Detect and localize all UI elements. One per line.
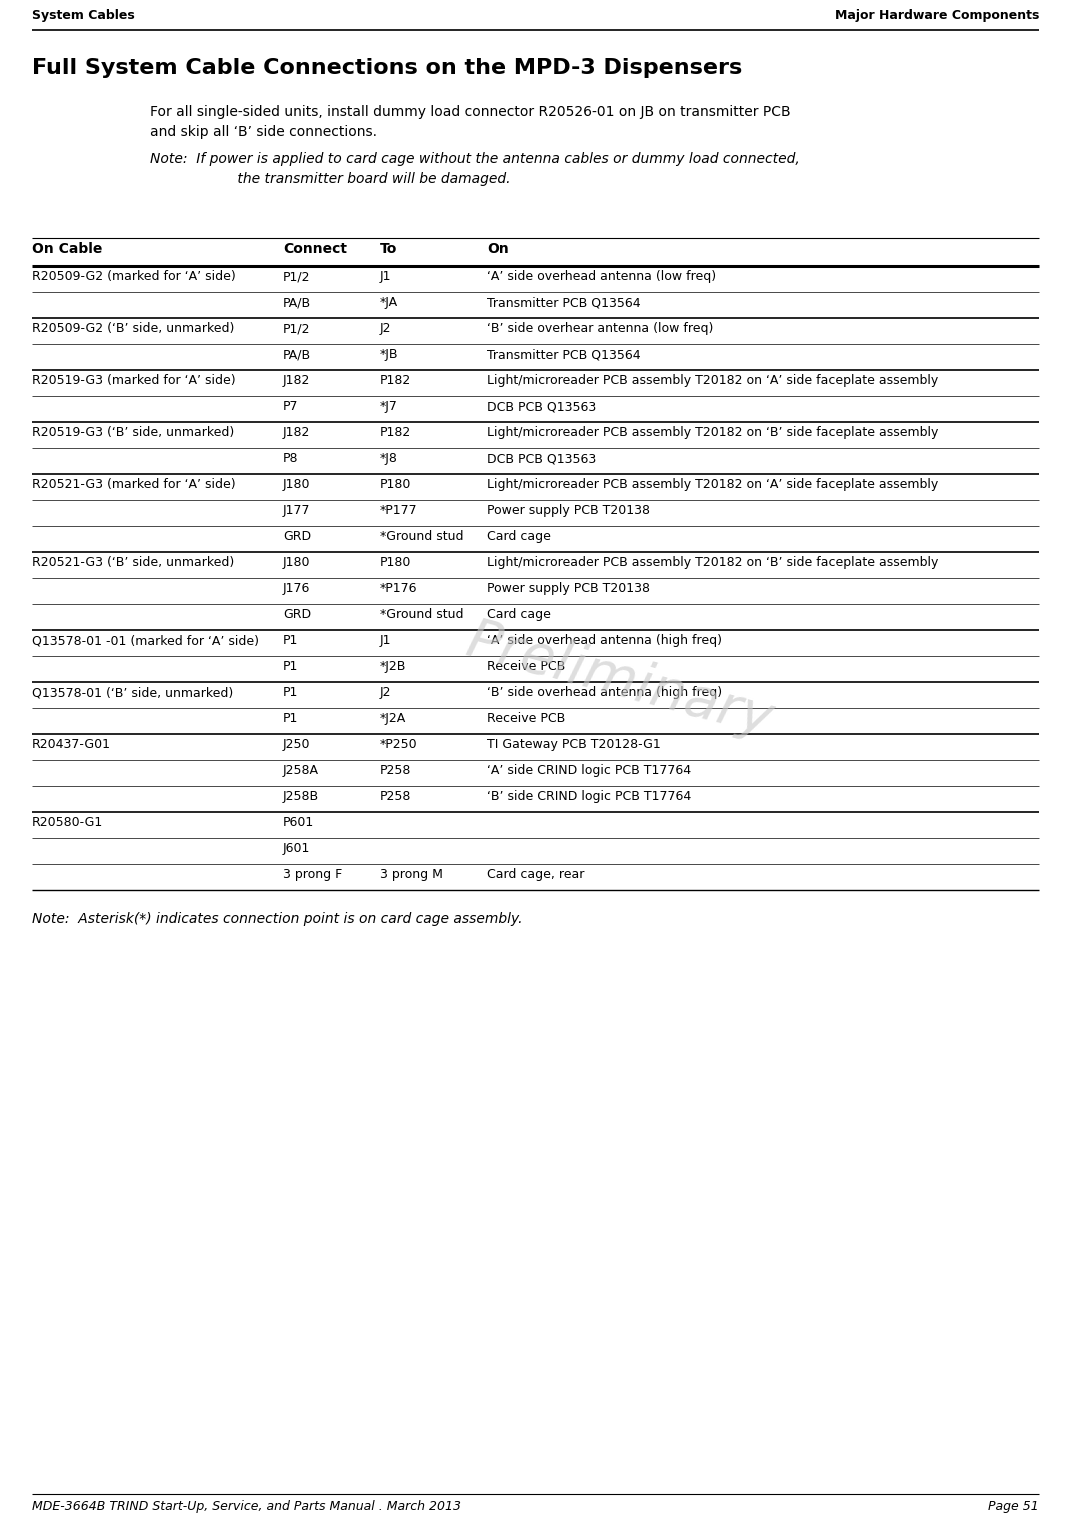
Text: R20580-G1: R20580-G1 [32,817,103,829]
Text: J1: J1 [380,634,392,647]
Text: For all single-sided units, install dummy load connector R20526-01 on JB on tran: For all single-sided units, install dumm… [150,106,790,119]
Text: J176: J176 [283,582,311,594]
Text: Card cage: Card cage [487,530,550,542]
Text: Light/microreader PCB assembly T20182 on ‘B’ side faceplate assembly: Light/microreader PCB assembly T20182 on… [487,426,938,440]
Text: *Ground stud: *Ground stud [380,530,464,542]
Text: J601: J601 [283,843,311,855]
Text: Receive PCB: Receive PCB [487,660,565,673]
Text: Connect: Connect [283,242,347,256]
Text: System Cables: System Cables [32,9,135,21]
Text: *J7: *J7 [380,400,397,414]
Text: J180: J180 [283,478,311,490]
Text: J250: J250 [283,738,311,751]
Text: J182: J182 [283,374,311,388]
Text: P1: P1 [283,634,299,647]
Text: *P177: *P177 [380,504,418,516]
Text: Preliminary: Preliminary [461,613,780,746]
Text: J182: J182 [283,426,311,440]
Text: J258A: J258A [283,764,319,777]
Text: *P250: *P250 [380,738,418,751]
Text: R20521-G3 (‘B’ side, unmarked): R20521-G3 (‘B’ side, unmarked) [32,556,235,568]
Text: To: To [380,242,397,256]
Text: *J8: *J8 [380,452,397,466]
Text: Transmitter PCB Q13564: Transmitter PCB Q13564 [487,348,640,362]
Text: *JA: *JA [380,296,398,309]
Text: P1: P1 [283,686,299,699]
Text: P1/2: P1/2 [283,322,311,336]
Text: Q13578-01 (‘B’ side, unmarked): Q13578-01 (‘B’ side, unmarked) [32,686,233,699]
Text: Page 51: Page 51 [989,1500,1039,1514]
Text: P180: P180 [380,556,411,568]
Text: J177: J177 [283,504,311,516]
Text: P182: P182 [380,374,411,388]
Text: J2: J2 [380,322,392,336]
Text: PA/B: PA/B [283,296,311,309]
Text: *J2B: *J2B [380,660,406,673]
Text: P601: P601 [283,817,314,829]
Text: 3 prong F: 3 prong F [283,869,343,881]
Text: R20437-G01: R20437-G01 [32,738,111,751]
Text: P258: P258 [380,764,411,777]
Text: R20519-G3 (‘B’ side, unmarked): R20519-G3 (‘B’ side, unmarked) [32,426,235,440]
Text: J258B: J258B [283,791,319,803]
Text: Major Hardware Components: Major Hardware Components [834,9,1039,21]
Text: *Ground stud: *Ground stud [380,608,464,620]
Text: P180: P180 [380,478,411,490]
Text: DCB PCB Q13563: DCB PCB Q13563 [487,452,597,466]
Text: Power supply PCB T20138: Power supply PCB T20138 [487,504,650,516]
Text: ‘B’ side overhead antenna (high freq): ‘B’ side overhead antenna (high freq) [487,686,722,699]
Text: On Cable: On Cable [32,242,103,256]
Text: R20521-G3 (marked for ‘A’ side): R20521-G3 (marked for ‘A’ side) [32,478,236,490]
Text: R20509-G2 (‘B’ side, unmarked): R20509-G2 (‘B’ side, unmarked) [32,322,235,336]
Text: J2: J2 [380,686,392,699]
Text: R20519-G3 (marked for ‘A’ side): R20519-G3 (marked for ‘A’ side) [32,374,236,388]
Text: ‘A’ side overhead antenna (low freq): ‘A’ side overhead antenna (low freq) [487,270,716,283]
Text: Q13578-01 -01 (marked for ‘A’ side): Q13578-01 -01 (marked for ‘A’ side) [32,634,259,647]
Text: Full System Cable Connections on the MPD-3 Dispensers: Full System Cable Connections on the MPD… [32,58,742,78]
Text: P182: P182 [380,426,411,440]
Text: *JB: *JB [380,348,398,362]
Text: P8: P8 [283,452,299,466]
Text: P258: P258 [380,791,411,803]
Text: J1: J1 [380,270,392,283]
Text: P7: P7 [283,400,299,414]
Text: Card cage: Card cage [487,608,550,620]
Text: Light/microreader PCB assembly T20182 on ‘B’ side faceplate assembly: Light/microreader PCB assembly T20182 on… [487,556,938,568]
Text: PA/B: PA/B [283,348,311,362]
Text: R20509-G2 (marked for ‘A’ side): R20509-G2 (marked for ‘A’ side) [32,270,236,283]
Text: J180: J180 [283,556,311,568]
Text: Power supply PCB T20138: Power supply PCB T20138 [487,582,650,594]
Text: Transmitter PCB Q13564: Transmitter PCB Q13564 [487,296,640,309]
Text: GRD: GRD [283,608,311,620]
Text: P1/2: P1/2 [283,270,311,283]
Text: P1: P1 [283,712,299,725]
Text: DCB PCB Q13563: DCB PCB Q13563 [487,400,597,414]
Text: On: On [487,242,509,256]
Text: MDE-3664B TRIND Start-Up, Service, and Parts Manual . March 2013: MDE-3664B TRIND Start-Up, Service, and P… [32,1500,461,1514]
Text: 3 prong M: 3 prong M [380,869,443,881]
Text: Note:  If power is applied to card cage without the antenna cables or dummy load: Note: If power is applied to card cage w… [150,152,800,165]
Text: ‘B’ side overhear antenna (low freq): ‘B’ side overhear antenna (low freq) [487,322,713,336]
Text: TI Gateway PCB T20128-G1: TI Gateway PCB T20128-G1 [487,738,661,751]
Text: ‘B’ side CRIND logic PCB T17764: ‘B’ side CRIND logic PCB T17764 [487,791,691,803]
Text: Light/microreader PCB assembly T20182 on ‘A’ side faceplate assembly: Light/microreader PCB assembly T20182 on… [487,478,938,490]
Text: *P176: *P176 [380,582,418,594]
Text: the transmitter board will be damaged.: the transmitter board will be damaged. [198,172,511,185]
Text: *J2A: *J2A [380,712,406,725]
Text: ‘A’ side overhead antenna (high freq): ‘A’ side overhead antenna (high freq) [487,634,722,647]
Text: Card cage, rear: Card cage, rear [487,869,585,881]
Text: and skip all ‘B’ side connections.: and skip all ‘B’ side connections. [150,126,377,139]
Text: Receive PCB: Receive PCB [487,712,565,725]
Text: ‘A’ side CRIND logic PCB T17764: ‘A’ side CRIND logic PCB T17764 [487,764,691,777]
Text: GRD: GRD [283,530,311,542]
Text: P1: P1 [283,660,299,673]
Text: Note:  Asterisk(*) indicates connection point is on card cage assembly.: Note: Asterisk(*) indicates connection p… [32,912,523,925]
Text: Light/microreader PCB assembly T20182 on ‘A’ side faceplate assembly: Light/microreader PCB assembly T20182 on… [487,374,938,388]
